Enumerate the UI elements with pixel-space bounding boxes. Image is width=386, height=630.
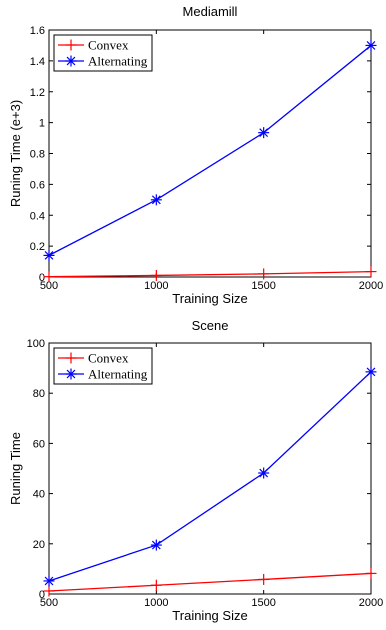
x-tick-label: 1000: [144, 280, 168, 292]
y-tick-label: 40: [33, 489, 45, 501]
y-tick-label: 1.6: [30, 25, 45, 37]
series-alternating: [43, 39, 377, 261]
x-tick-label: 1000: [144, 597, 168, 609]
x-axis-label: Training Size: [172, 608, 247, 623]
legend-box: [53, 347, 153, 385]
x-tick-label: 2000: [359, 597, 383, 609]
data-point-convex: [365, 567, 377, 579]
series-alternating: [43, 366, 377, 587]
y-axis-label: Runing Time: [8, 432, 23, 505]
series-line-convex: [48, 572, 372, 592]
data-point-convex: [150, 269, 162, 281]
legend-marker-convex: [65, 352, 77, 364]
data-point-alternating: [150, 539, 162, 551]
series-convex: [43, 567, 377, 597]
data-point-convex: [258, 573, 270, 585]
y-tick-label: 1: [39, 118, 45, 130]
legend-marker-alternating: [65, 368, 77, 380]
x-axis-label: Training Size: [172, 291, 247, 306]
legend-label-convex: Convex: [88, 38, 129, 53]
data-point-convex: [365, 266, 377, 278]
data-point-convex: [43, 585, 55, 597]
x-tick-label: 1500: [251, 280, 275, 292]
chart-title: Scene: [192, 318, 229, 333]
y-tick-label: 20: [33, 539, 45, 551]
chart-panel-2: Scene 500 1000 1500 2000 0 20 40 60 80 100 Training…: [8, 318, 383, 623]
x-tick-label: 500: [40, 597, 58, 609]
y-tick-label: 1.4: [30, 56, 45, 68]
y-tick-label: 100: [27, 338, 45, 350]
y-axis-label: Runing Time (e+3): [8, 100, 23, 207]
y-tick-label: 0: [39, 272, 45, 284]
y-tick-label: 1.2: [30, 87, 45, 99]
legend-box: [53, 34, 153, 72]
legend-label-alternating: Alternating: [88, 54, 148, 69]
legend-marker-alternating: [65, 55, 77, 67]
series-line-convex: [48, 270, 372, 278]
y-tick-label: 0: [39, 589, 45, 601]
data-point-convex: [43, 271, 55, 283]
chart-title: Mediamill: [183, 4, 238, 19]
data-point-convex: [150, 579, 162, 591]
data-point-alternating: [43, 575, 55, 587]
data-point-alternating: [365, 39, 377, 51]
data-point-alternating: [365, 366, 377, 378]
series-convex: [43, 266, 377, 283]
plot-area-frame: [48, 342, 372, 595]
x-tick-label: 500: [40, 280, 58, 292]
y-tick-label: 80: [33, 388, 45, 400]
legend-label-convex: Convex: [88, 351, 129, 366]
series-line-alternating: [48, 44, 372, 256]
data-point-alternating: [150, 194, 162, 206]
y-tick-label: 60: [33, 438, 45, 450]
legend-label-alternating: Alternating: [88, 367, 148, 382]
data-point-alternating: [43, 249, 55, 261]
y-tick-label: 0.2: [30, 241, 45, 253]
data-point-convex: [258, 268, 270, 280]
legend-marker-convex: [65, 39, 77, 51]
data-point-alternating: [258, 467, 270, 479]
y-tick-label: 0.8: [30, 149, 45, 161]
x-tick-label: 2000: [359, 280, 383, 292]
y-tick-label: 0.6: [30, 179, 45, 191]
chart-panel-1: Mediamill 500 1000 1500 2000 0 0.2 0.4 0.6 0.8 1 1.…: [8, 4, 383, 306]
y-tick-label: 0.4: [30, 210, 45, 222]
series-line-alternating: [48, 371, 372, 582]
data-point-alternating: [258, 127, 270, 139]
x-tick-label: 1500: [251, 597, 275, 609]
